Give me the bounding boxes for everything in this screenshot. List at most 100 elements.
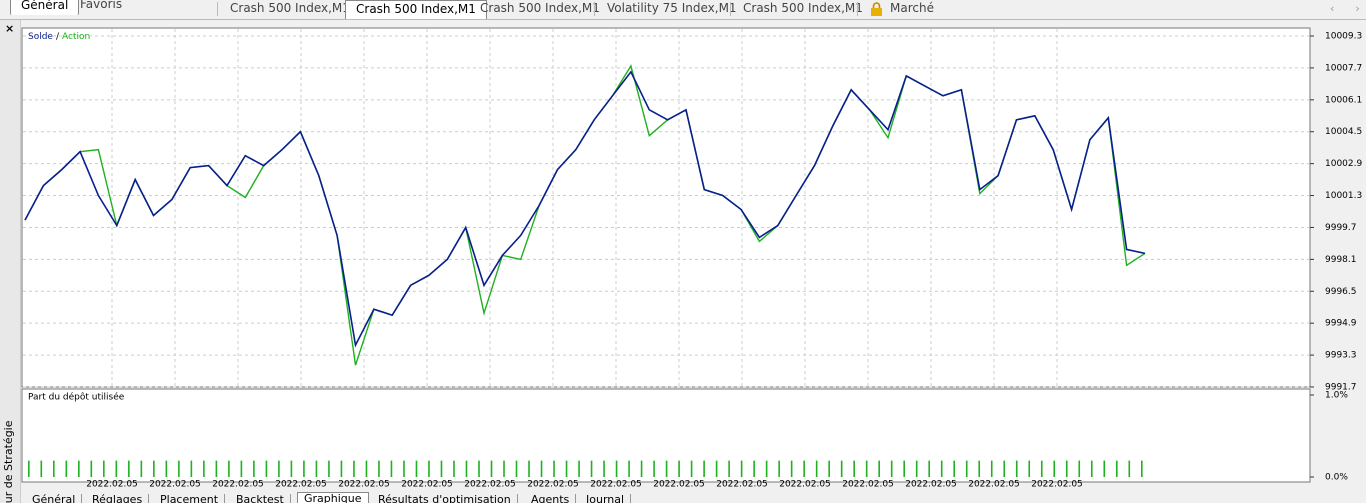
bar — [1141, 460, 1143, 477]
legend-separator: / — [56, 32, 60, 42]
bar — [378, 460, 380, 477]
bar — [90, 460, 93, 477]
bar — [828, 460, 830, 477]
bar — [1090, 460, 1093, 477]
bar — [303, 460, 305, 477]
bottom-tab[interactable]: Général — [26, 494, 83, 503]
bar — [603, 460, 605, 477]
y-tick-label: 9993.3 — [1325, 351, 1357, 361]
tab[interactable]: Général — [10, 0, 80, 15]
bar — [28, 460, 30, 477]
bar — [353, 460, 355, 477]
bar — [78, 460, 80, 477]
bar — [890, 460, 893, 477]
bar — [1015, 460, 1018, 477]
bar — [578, 460, 580, 477]
chart-tab-bar: Général Favoris Crash 500 Index,M1 Crash… — [0, 0, 1366, 20]
tab[interactable]: Volatility 75 Index,M1 — [607, 1, 737, 15]
bar — [365, 460, 368, 477]
bar — [690, 460, 693, 477]
bar — [515, 460, 518, 477]
y-tick-label: 9999.7 — [1325, 223, 1357, 233]
bar — [953, 460, 956, 477]
bar — [1053, 460, 1056, 477]
bar — [115, 460, 118, 477]
y-tick-label: 10004.5 — [1325, 127, 1362, 137]
tab[interactable]: Crash 500 Index,M1 — [743, 1, 863, 15]
bar — [878, 460, 880, 477]
bar — [465, 460, 468, 477]
bar — [815, 460, 818, 477]
bar — [628, 460, 630, 477]
bar — [190, 460, 193, 477]
x-tick-label: 2022.02.05 — [338, 480, 390, 490]
bar — [1003, 460, 1006, 477]
x-tick-label: 2022.02.05 — [401, 480, 453, 490]
bar — [778, 460, 780, 477]
bar — [478, 460, 480, 477]
bottom-tab[interactable]: Réglages — [86, 494, 150, 503]
bar — [240, 460, 243, 477]
tab[interactable]: Marché — [890, 1, 934, 15]
bottom-tab[interactable]: Backtest — [230, 494, 291, 503]
bar — [65, 460, 68, 477]
y-tick-label: 9996.5 — [1325, 287, 1357, 297]
x-tick-label: 2022.02.05 — [464, 480, 516, 490]
y-tick-label: 10006.1 — [1325, 95, 1362, 105]
close-button[interactable]: × — [5, 22, 15, 35]
bar — [565, 460, 568, 477]
bar — [203, 460, 205, 477]
tab[interactable]: Favoris — [80, 0, 123, 11]
series-line — [24, 70, 1146, 348]
bottom-tab[interactable]: Journal — [580, 494, 632, 503]
x-tick-label: 2022.02.05 — [86, 480, 138, 490]
bar — [490, 460, 493, 477]
bar — [728, 460, 730, 477]
x-tick-label: 2022.02.05 — [275, 480, 327, 490]
tab[interactable]: Crash 500 Index,M1 — [230, 1, 350, 15]
tab[interactable]: Crash 500 Index,M1 — [480, 1, 600, 15]
legend-entry: Action — [62, 32, 90, 42]
bar — [903, 460, 905, 477]
bottom-tab[interactable]: Agents — [525, 494, 577, 503]
legend: Solde / Action — [28, 32, 90, 42]
bar — [790, 460, 793, 477]
x-tick-label: 2022.02.05 — [842, 480, 894, 490]
bar — [1040, 460, 1043, 477]
x-tick-label: 2022.02.05 — [653, 480, 705, 490]
bar — [290, 460, 293, 477]
main-plot-area — [21, 27, 1311, 388]
bottom-tab[interactable]: Résultats d'optimisation — [372, 494, 518, 503]
x-tick-label: 2022.02.05 — [527, 480, 579, 490]
bar — [1078, 460, 1081, 477]
bar — [553, 460, 555, 477]
bar — [140, 460, 143, 477]
bar — [665, 460, 668, 477]
x-tick-label: 2022.02.05 — [212, 480, 264, 490]
separator — [730, 2, 731, 16]
bar — [990, 460, 993, 477]
bottom-tab[interactable]: Graphique — [297, 492, 369, 503]
x-tick-label: 2022.02.05 — [716, 480, 768, 490]
x-tick-label: 2022.02.05 — [779, 480, 831, 490]
bar — [178, 460, 180, 477]
y-tick-label: 10001.3 — [1325, 191, 1362, 201]
bar — [965, 460, 968, 477]
x-tick-label: 2022.02.05 — [968, 480, 1020, 490]
bottom-tab[interactable]: Placement — [154, 494, 226, 503]
bar — [253, 460, 255, 477]
bar — [415, 460, 418, 477]
y-tick-label: 10009.3 — [1325, 32, 1362, 42]
bar — [1128, 460, 1131, 477]
bar — [703, 460, 705, 477]
separator — [857, 2, 858, 16]
bar — [940, 460, 943, 477]
y-tick-label: 10002.9 — [1325, 159, 1362, 169]
scroll-arrows[interactable]: ‹ › — [1330, 2, 1360, 15]
bar — [53, 460, 55, 477]
tab[interactable]: Crash 500 Index,M1 — [345, 0, 487, 19]
bar — [1028, 460, 1031, 477]
bar — [740, 460, 743, 477]
